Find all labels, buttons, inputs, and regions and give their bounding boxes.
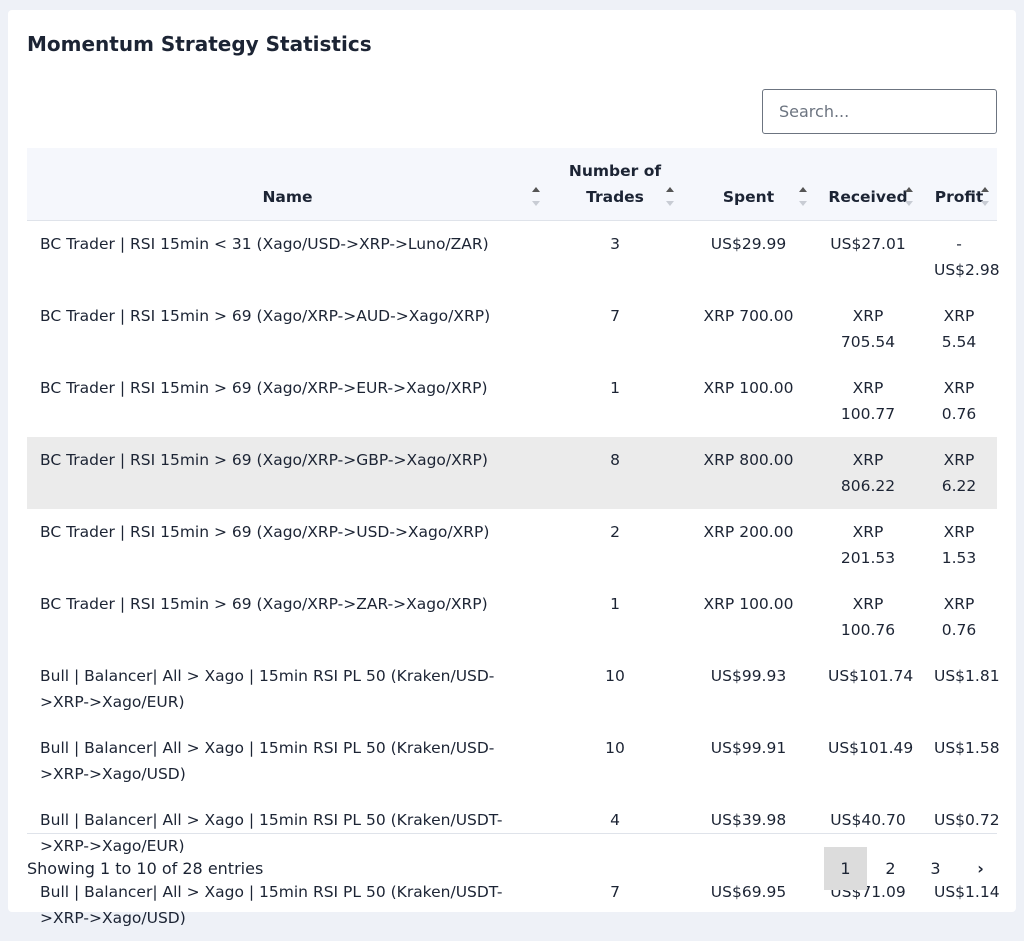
column-header[interactable]: Profit [921,148,997,221]
column-header[interactable]: Spent [682,148,815,221]
table-cell: 1 [548,581,682,653]
table-row: BC Trader | RSI 15min > 69 (Xago/XRP->AU… [27,293,997,365]
sort-up [532,187,540,192]
table-cell: XRP 700.00 [682,293,815,365]
column-header[interactable]: Number of Trades [548,148,682,221]
table-cell: US$99.93 [682,653,815,725]
table-cell: BC Trader | RSI 15min > 69 (Xago/XRP->ZA… [27,581,548,653]
sort-down [799,201,807,206]
table-cell: 7 [548,869,682,941]
table-cell: US$1.58 [921,725,997,797]
header-label: Name [262,188,312,206]
header-label: Number of Trades [565,158,665,210]
header-row: Name Number of Trades Spent Received Profit [27,148,997,221]
card-title: Momentum Strategy Statistics [27,32,372,56]
table-row: Bull | Balancer| All > Xago | 15min RSI … [27,725,997,797]
table-cell: BC Trader | RSI 15min > 69 (Xago/XRP->US… [27,509,548,581]
table-cell: US$69.95 [682,869,815,941]
table-cell: 1 [548,365,682,437]
table-cell: 7 [548,293,682,365]
sort-up [666,187,674,192]
table-cell: US$27.01 [815,221,921,294]
entries-info: Showing 1 to 10 of 28 entries [27,857,263,881]
search-input[interactable] [762,89,997,134]
stats-card: Momentum Strategy Statistics Name Number … [8,10,1016,912]
table-row: BC Trader | RSI 15min > 69 (Xago/XRP->EU… [27,365,997,437]
header-label: Spent [723,188,774,206]
sort-icon [905,186,913,208]
table-cell: 10 [548,725,682,797]
sort-down [532,201,540,206]
table-cell: XRP 100.77 [815,365,921,437]
header-label: Received [828,188,907,206]
table-cell: XRP 100.00 [682,365,815,437]
table-cell: XRP 100.00 [682,581,815,653]
table-cell: BC Trader | RSI 15min > 69 (Xago/XRP->GB… [27,437,548,509]
table-cell: XRP 0.76 [921,365,997,437]
table-cell: 8 [548,437,682,509]
header-label: Profit [935,188,984,206]
sort-up [981,187,989,192]
sort-up [905,187,913,192]
column-header[interactable]: Received [815,148,921,221]
table-cell: XRP 806.22 [815,437,921,509]
divider [27,833,997,834]
table-cell: BC Trader | RSI 15min < 31 (Xago/USD->XR… [27,221,548,294]
table-cell: US$1.81 [921,653,997,725]
table-cell: 2 [548,509,682,581]
page-button[interactable]: 1 [824,847,867,890]
sort-down [905,201,913,206]
sort-icon [666,186,674,208]
table-cell: US$101.74 [815,653,921,725]
table-cell: XRP 6.22 [921,437,997,509]
table-cell: BC Trader | RSI 15min > 69 (Xago/XRP->AU… [27,293,548,365]
page-button[interactable]: › [959,847,1002,890]
sort-icon [532,186,540,208]
column-header[interactable]: Name [27,148,548,221]
table-cell: Bull | Balancer| All > Xago | 15min RSI … [27,725,548,797]
table-cell: BC Trader | RSI 15min > 69 (Xago/XRP->EU… [27,365,548,437]
table-cell: US$99.91 [682,725,815,797]
table-cell: - US$2.98 [921,221,997,294]
table-row: BC Trader | RSI 15min > 69 (Xago/XRP->ZA… [27,581,997,653]
sort-icon [799,186,807,208]
table-cell: XRP 0.76 [921,581,997,653]
sort-icon [981,186,989,208]
sort-down [981,201,989,206]
table-cell: US$29.99 [682,221,815,294]
table-cell: 3 [548,221,682,294]
table-cell: XRP 201.53 [815,509,921,581]
table-cell: US$101.49 [815,725,921,797]
table-cell: XRP 100.76 [815,581,921,653]
table-row: BC Trader | RSI 15min < 31 (Xago/USD->XR… [27,221,997,294]
page-button[interactable]: 2 [869,847,912,890]
table-row: BC Trader | RSI 15min > 69 (Xago/XRP->GB… [27,437,997,509]
table-cell: 10 [548,653,682,725]
table-cell: XRP 5.54 [921,293,997,365]
table-row: BC Trader | RSI 15min > 69 (Xago/XRP->US… [27,509,997,581]
page-button[interactable]: 3 [914,847,957,890]
table-cell: XRP 1.53 [921,509,997,581]
page: Momentum Strategy Statistics Name Number … [0,0,1024,921]
sort-up [799,187,807,192]
table-cell: XRP 800.00 [682,437,815,509]
table-cell: XRP 200.00 [682,509,815,581]
table-cell: XRP 705.54 [815,293,921,365]
sort-down [666,201,674,206]
table-cell: Bull | Balancer| All > Xago | 15min RSI … [27,653,548,725]
table-head: Name Number of Trades Spent Received Profit [27,148,997,221]
table-row: Bull | Balancer| All > Xago | 15min RSI … [27,653,997,725]
